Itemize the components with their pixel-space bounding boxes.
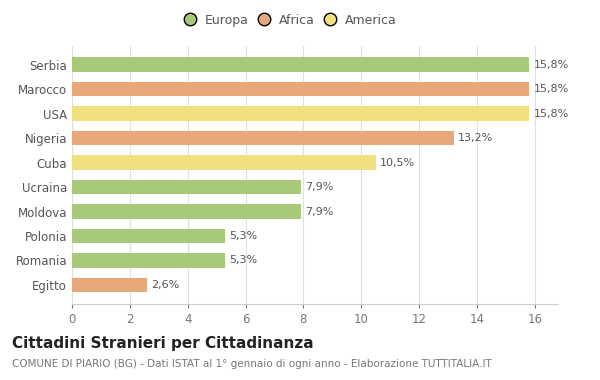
- Legend: Europa, Africa, America: Europa, Africa, America: [181, 11, 400, 31]
- Bar: [72, 229, 226, 243]
- Text: 5,3%: 5,3%: [230, 231, 258, 241]
- Bar: [72, 82, 529, 97]
- Text: 7,9%: 7,9%: [305, 206, 333, 217]
- Bar: [72, 131, 454, 146]
- Bar: [72, 57, 529, 72]
- Text: 10,5%: 10,5%: [380, 158, 415, 168]
- Bar: [72, 204, 301, 219]
- Text: Cittadini Stranieri per Cittadinanza: Cittadini Stranieri per Cittadinanza: [12, 336, 314, 351]
- Text: 15,8%: 15,8%: [533, 84, 569, 94]
- Text: 15,8%: 15,8%: [533, 109, 569, 119]
- Bar: [72, 180, 301, 195]
- Bar: [72, 277, 147, 292]
- Bar: [72, 155, 376, 170]
- Text: 13,2%: 13,2%: [458, 133, 493, 143]
- Text: 7,9%: 7,9%: [305, 182, 333, 192]
- Bar: [72, 106, 529, 121]
- Text: COMUNE DI PIARIO (BG) - Dati ISTAT al 1° gennaio di ogni anno - Elaborazione TUT: COMUNE DI PIARIO (BG) - Dati ISTAT al 1°…: [12, 359, 492, 369]
- Bar: [72, 253, 226, 268]
- Text: 15,8%: 15,8%: [533, 60, 569, 70]
- Text: 2,6%: 2,6%: [152, 280, 180, 290]
- Text: 5,3%: 5,3%: [230, 255, 258, 266]
